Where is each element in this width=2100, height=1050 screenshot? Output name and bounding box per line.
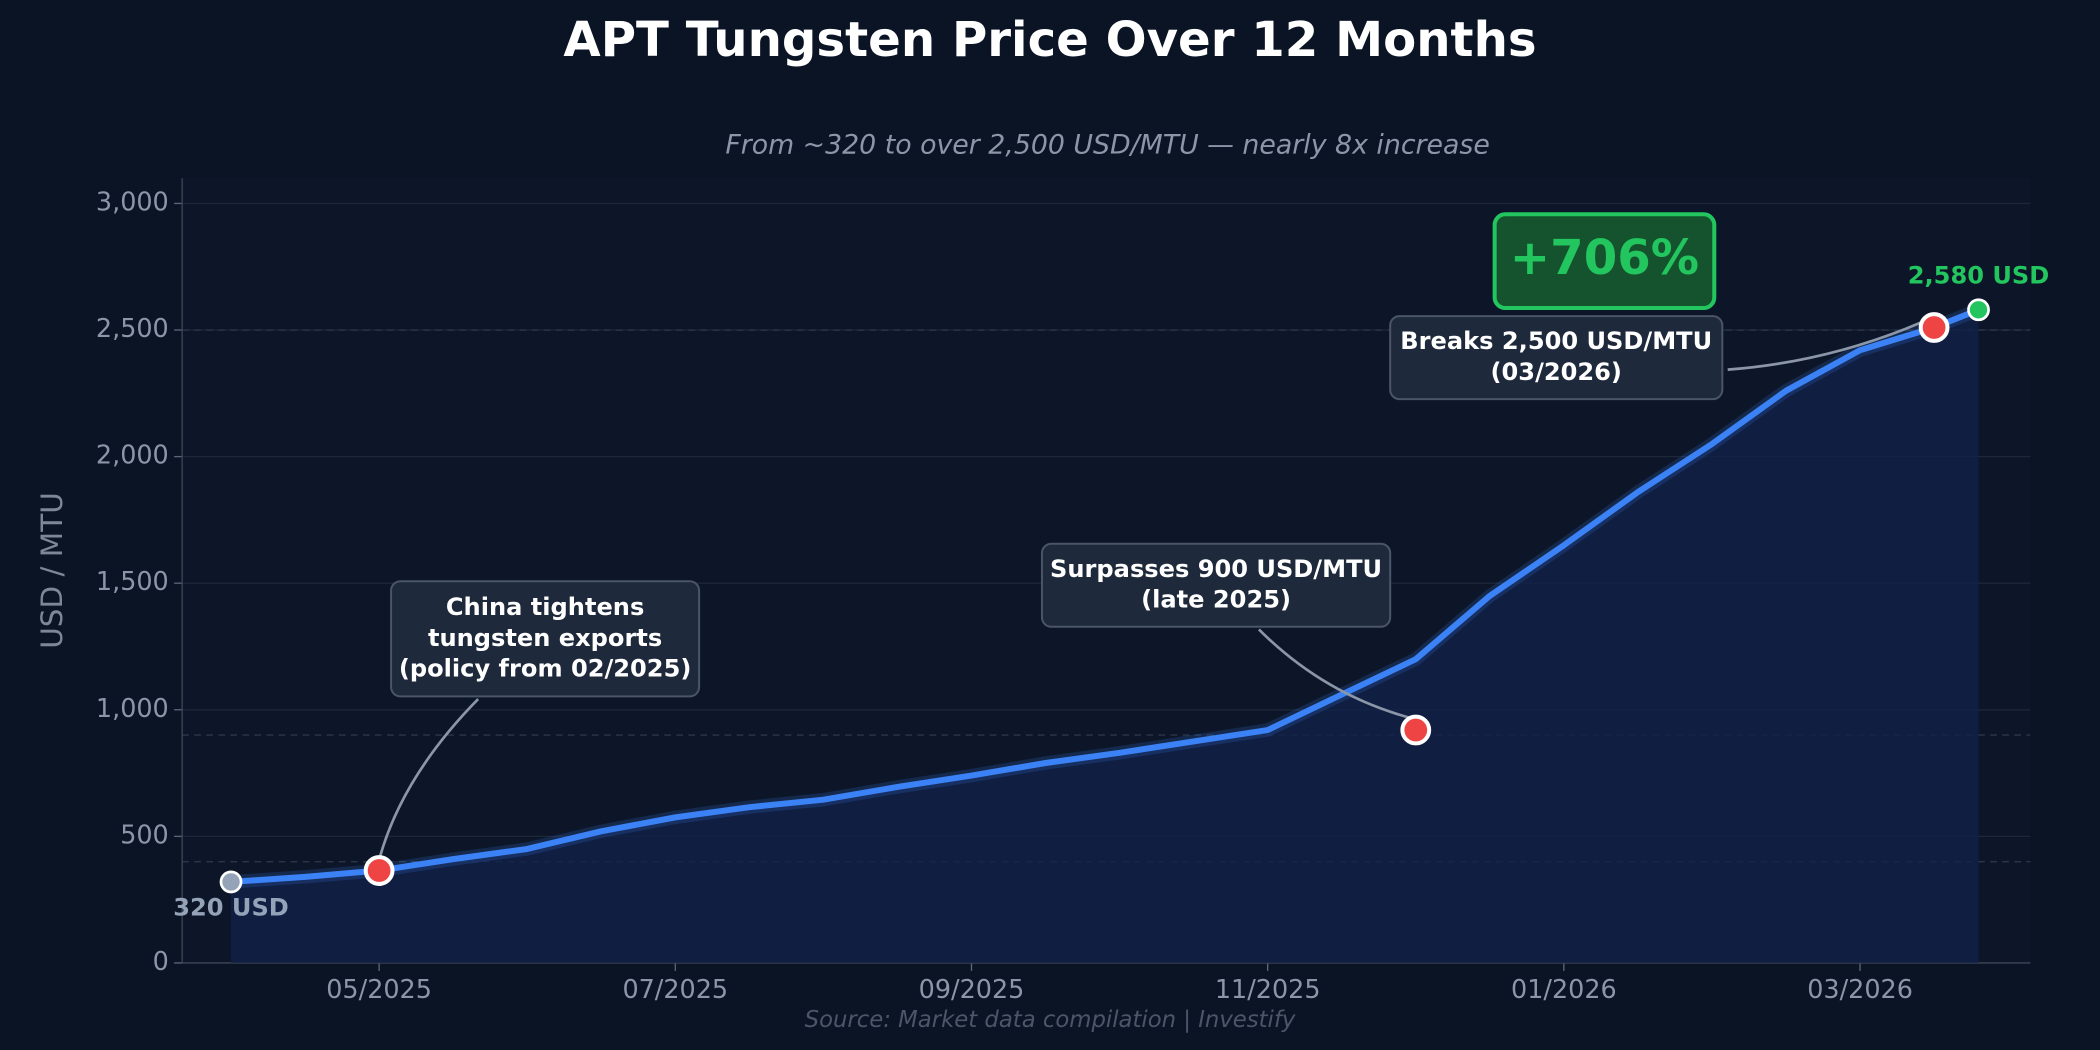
annotation-box (1389, 315, 1724, 401)
x-tick-label: 11/2025 (1215, 974, 1321, 1004)
y-tick-label: 500 (120, 819, 169, 849)
annotation-text: tungsten exports (428, 624, 662, 652)
endpoint-marker (1967, 298, 1990, 322)
area (231, 309, 1979, 963)
annotation-box (1040, 542, 1392, 628)
x-tick-label: 05/2025 (326, 974, 432, 1004)
y-tick-label: 2,000 (96, 440, 169, 470)
y-tick-label: 0 (153, 946, 169, 976)
x-tick-label: 09/2025 (919, 974, 1025, 1004)
line (228, 306, 1982, 885)
chart-title: APT Tungsten Price Over 12 Months (563, 12, 1536, 68)
annotation-arrow (1257, 628, 1417, 721)
annotation-text: Surpasses 900 USD/MTU (1050, 555, 1382, 583)
badge-text: +706% (1510, 230, 1699, 286)
source-note: Source: Market data compilation | Invest… (805, 1007, 1296, 1033)
annotation-arrow (377, 698, 480, 861)
badge-box (1492, 212, 1717, 311)
chart-subtitle: From ~320 to over 2,500 USD/MTU — nearly… (725, 129, 1490, 160)
annotation-marker (1400, 714, 1432, 746)
annotation-text: China tightens (446, 593, 644, 621)
annotation-text: (policy from 02/2025) (399, 655, 692, 683)
annotation-text: (late 2025) (1141, 586, 1291, 614)
annotation-text: Breaks 2,500 USD/MTU (1400, 327, 1712, 355)
y-axis-label: USD / MTU (35, 492, 69, 649)
annotation-marker (1918, 312, 1950, 343)
endpoint-marker (219, 870, 243, 894)
y-tick-label: 1,500 (96, 566, 169, 596)
x-tick-label: 07/2025 (622, 974, 728, 1004)
y-tick-label: 2,500 (96, 313, 169, 343)
annotation-box (390, 580, 701, 698)
value-label: 320 USD (173, 894, 289, 922)
y-tick-label: 3,000 (96, 186, 169, 216)
x-tick-label: 01/2026 (1511, 974, 1617, 1004)
annotation-arrow (1727, 315, 1935, 371)
value-label: 2,580 USD (1908, 261, 2050, 289)
x-tick-label: 03/2026 (1807, 974, 1913, 1004)
annotation-text: (03/2026) (1491, 358, 1622, 386)
annotation-marker (363, 855, 395, 886)
y-tick-label: 1,000 (96, 693, 169, 723)
